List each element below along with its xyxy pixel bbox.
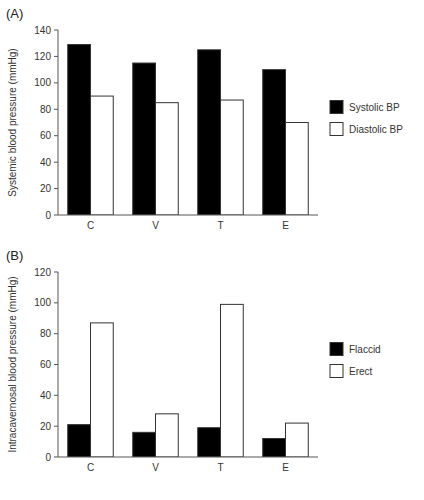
bar	[198, 50, 221, 215]
legend-swatch	[330, 123, 343, 136]
bar	[156, 103, 179, 215]
legend-swatch	[330, 101, 343, 114]
y-tick	[54, 302, 58, 303]
x-tick-label: T	[217, 220, 223, 231]
y-tick-label: 60	[40, 359, 52, 370]
y-tick-label: 40	[40, 157, 52, 168]
bar	[91, 96, 114, 215]
y-tick	[54, 162, 58, 163]
y-tick-label: 120	[34, 51, 51, 62]
y-tick-label: 100	[34, 77, 51, 88]
bar	[286, 123, 309, 216]
y-tick	[54, 215, 58, 216]
bar	[221, 100, 244, 215]
y-tick	[54, 109, 58, 110]
legend-label: Diastolic BP	[349, 124, 403, 135]
chart-svg: (A) 0 20 40 60 80 100 120 140 C V T E Systemic blood …	[0, 0, 424, 500]
y-tick-label: 20	[40, 183, 52, 194]
bar	[68, 45, 91, 215]
legend-label: Systolic BP	[349, 102, 400, 113]
y-tick-label: 100	[34, 297, 51, 308]
y-tick	[54, 56, 58, 57]
y-tick-label: 60	[40, 130, 52, 141]
chart-container: (A) 0 20 40 60 80 100 120 140 C V T E Systemic blood …	[0, 0, 424, 500]
bar	[221, 304, 244, 457]
x-tick-label: V	[152, 462, 159, 473]
y-tick-label: 20	[40, 421, 52, 432]
bar	[286, 423, 309, 457]
bars	[68, 45, 309, 215]
bars	[68, 304, 309, 457]
y-tick-label: 0	[45, 210, 51, 221]
y-tick	[54, 426, 58, 427]
panel: (B) 0 20 40 60 80 100 120 C V T E Intracavernosal bl…	[6, 248, 381, 473]
bar	[68, 425, 91, 457]
y-axis-label: Intracavernosal blood pressure (mmHg)	[7, 276, 18, 452]
y-tick	[54, 364, 58, 365]
y-tick	[54, 135, 58, 136]
bar	[91, 323, 114, 457]
x-tick-label: V	[152, 220, 159, 231]
panel-label: (A)	[6, 6, 23, 21]
x-tick-label: C	[87, 220, 94, 231]
bar	[133, 63, 156, 215]
x-tick-label: E	[282, 462, 289, 473]
x-tick-label: C	[87, 462, 94, 473]
bar	[263, 439, 286, 458]
x-axis-line	[58, 457, 318, 458]
x-tick-label: E	[282, 220, 289, 231]
legend-swatch	[330, 343, 343, 356]
x-axis-line	[58, 215, 318, 216]
y-tick	[54, 395, 58, 396]
y-axis-label: Systemic blood pressure (mmHg)	[7, 48, 18, 196]
bar	[156, 414, 179, 457]
y-tick-label: 0	[45, 452, 51, 463]
bar	[133, 432, 156, 457]
y-tick	[54, 82, 58, 83]
y-tick-label: 80	[40, 328, 52, 339]
x-tick-label: T	[217, 462, 223, 473]
y-tick	[54, 333, 58, 334]
y-tick	[54, 188, 58, 189]
y-tick-label: 80	[40, 104, 52, 115]
y-tick	[54, 272, 58, 273]
panel: (A) 0 20 40 60 80 100 120 140 C V T E Systemic blood …	[6, 6, 403, 231]
y-tick-label: 40	[40, 390, 52, 401]
y-axis-line	[58, 30, 59, 215]
y-tick-label: 120	[34, 267, 51, 278]
legend-swatch	[330, 365, 343, 378]
panel-label: (B)	[6, 248, 23, 263]
bar	[263, 70, 286, 215]
y-tick-label: 140	[34, 25, 51, 36]
bar	[198, 428, 221, 457]
y-tick	[54, 457, 58, 458]
legend-label: Flaccid	[349, 344, 381, 355]
y-tick	[54, 30, 58, 31]
legend-label: Erect	[349, 366, 373, 377]
